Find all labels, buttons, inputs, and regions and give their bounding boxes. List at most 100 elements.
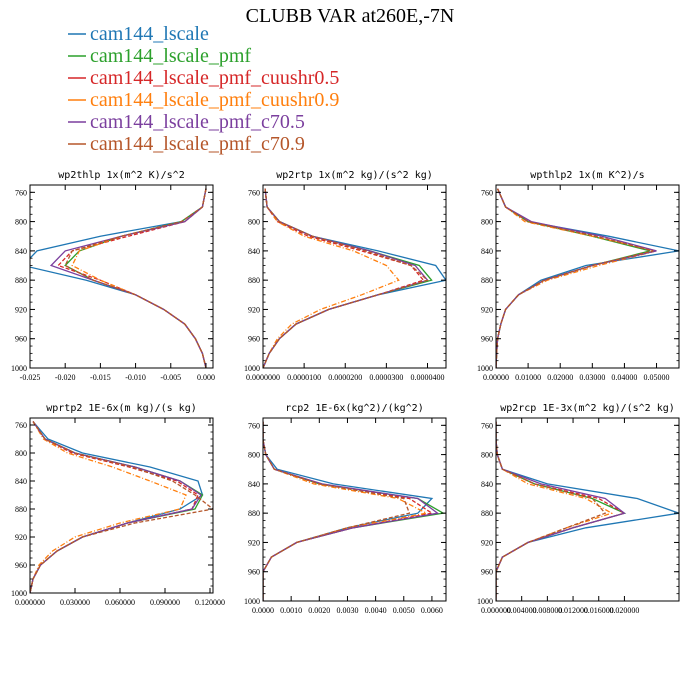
- series-line: [263, 421, 440, 601]
- series-line: [263, 188, 429, 368]
- y-tick-label: 840: [248, 480, 260, 489]
- x-tick-label: 0.02000: [547, 373, 573, 382]
- y-tick-label: 960: [248, 568, 260, 577]
- legend-entry: cam144_lscale_pmf_cuushr0.9: [68, 89, 339, 111]
- series-line: [496, 421, 607, 601]
- x-tick-label: 0.01000: [515, 373, 541, 382]
- x-tick-label: 0.0050: [393, 606, 415, 615]
- x-tick-label: 0.120000: [195, 598, 225, 607]
- x-tick-label: 0.0000: [252, 606, 274, 615]
- x-tick-label: 0.0000300: [369, 373, 403, 382]
- series-line: [30, 421, 213, 593]
- y-tick-label: 840: [15, 247, 27, 256]
- series-line: [30, 421, 204, 593]
- series-line: [496, 188, 679, 368]
- series-line: [30, 421, 204, 593]
- y-tick-label: 920: [15, 533, 27, 542]
- y-tick-label: 960: [248, 335, 260, 344]
- x-tick-label: 0.0000200: [328, 373, 362, 382]
- x-tick-label: 0.0020: [308, 606, 330, 615]
- y-tick-label: 960: [15, 335, 27, 344]
- x-tick-label: 0.012000: [558, 606, 588, 615]
- y-tick-label: 880: [15, 276, 27, 285]
- x-tick-label: 0.016000: [584, 606, 614, 615]
- series-line: [263, 188, 433, 368]
- legend: cam144_lscalecam144_lscale_pmfcam144_lsc…: [68, 23, 339, 155]
- y-tick-label: 760: [248, 188, 260, 197]
- series-line: [496, 421, 627, 601]
- y-tick-label: 840: [15, 477, 27, 486]
- panel-title: wp2thlp 1x(m^2 K)/s^2: [58, 170, 184, 181]
- series-line: [71, 188, 207, 368]
- panels: wp2thlp 1x(m^2 K)/s^2 760 800 840 880 920 960 1…: [11, 170, 680, 615]
- series-group: [30, 188, 207, 368]
- y-tick-label: 800: [481, 218, 493, 227]
- x-tick-label: 0.05000: [644, 373, 670, 382]
- y-tick-label: 760: [481, 188, 493, 197]
- series-line: [30, 421, 187, 593]
- x-tick-label: 0.000000: [15, 598, 45, 607]
- chart-panel: rcp2 1E-6x(kg^2)/(kg^2) 760 800 840 880 920 96…: [244, 403, 447, 615]
- legend-label: cam144_lscale_pmf_c70.9: [90, 133, 305, 155]
- panel-title: wp2rcp 1E-3x(m^2 kg)/(s^2 kg): [500, 403, 675, 414]
- y-tick-label: 1000: [11, 589, 27, 598]
- series-group: [496, 188, 679, 368]
- legend-label: cam144_lscale: [90, 23, 209, 45]
- series-line: [263, 421, 446, 601]
- series-line: [496, 188, 654, 368]
- x-tick-label: 0.0060: [421, 606, 443, 615]
- x-tick-label: 0.090000: [150, 598, 180, 607]
- x-tick-label: -0.025: [20, 373, 41, 382]
- plot-frame: [262, 184, 447, 369]
- series-line: [496, 188, 657, 368]
- panel-title: wprtp2 1E-6x(m kg)/(s kg): [46, 403, 197, 414]
- y-tick-label: 760: [481, 421, 493, 430]
- y-tick-label: 960: [481, 335, 493, 344]
- y-tick-label: 840: [481, 480, 493, 489]
- x-tick-label: 0.030000: [60, 598, 90, 607]
- series-line: [30, 421, 199, 593]
- plot-frame: [495, 184, 680, 369]
- y-tick-label: 920: [481, 305, 493, 314]
- x-tick-label: -0.015: [90, 373, 111, 382]
- y-tick-label: 920: [481, 538, 493, 547]
- legend-entry: cam144_lscale_pmf: [68, 45, 251, 67]
- series-line: [496, 421, 627, 601]
- x-tick-label: -0.005: [160, 373, 181, 382]
- series-line: [496, 421, 679, 601]
- x-tick-label: 0.008000: [532, 606, 562, 615]
- y-tick-label: 800: [481, 451, 493, 460]
- series-line: [496, 421, 614, 601]
- y-tick-label: 800: [248, 451, 260, 460]
- series-group: [496, 421, 679, 601]
- y-tick-label: 760: [248, 421, 260, 430]
- x-tick-label: 0.0030: [336, 606, 358, 615]
- y-tick-label: 1000: [477, 364, 493, 373]
- series-line: [496, 421, 626, 601]
- y-tick-label: 960: [15, 561, 27, 570]
- y-tick-label: 880: [15, 505, 27, 514]
- y-tick-label: 800: [248, 218, 260, 227]
- x-tick-label: 0.0010: [280, 606, 302, 615]
- x-tick-label: 0.00000: [483, 373, 509, 382]
- series-line: [263, 421, 434, 601]
- series-group: [263, 421, 446, 601]
- chart-panel: wp2rcp 1E-3x(m^2 kg)/(s^2 kg) 760 800 840 88…: [477, 403, 680, 615]
- series-line: [64, 188, 207, 368]
- legend-entry: cam144_lscale: [68, 23, 209, 45]
- chart-panel: wpthlp2 1x(m K^2)/s 760 800 840 880 920 960 100…: [477, 170, 680, 382]
- series-line: [30, 188, 207, 368]
- panel-title: wpthlp2 1x(m K^2)/s: [530, 170, 644, 181]
- y-tick-label: 880: [481, 276, 493, 285]
- x-tick-label: 0.060000: [105, 598, 135, 607]
- x-tick-label: 0.000: [197, 373, 215, 382]
- y-tick-label: 1000: [477, 597, 493, 606]
- x-tick-label: 0.03000: [579, 373, 605, 382]
- panel-title: rcp2 1E-6x(kg^2)/(kg^2): [285, 403, 423, 414]
- x-tick-label: 0.0040: [365, 606, 387, 615]
- legend-label: cam144_lscale_pmf_cuushr0.5: [90, 67, 339, 89]
- y-tick-label: 880: [481, 509, 493, 518]
- x-tick-label: 0.0000400: [410, 373, 444, 382]
- series-line: [263, 188, 446, 368]
